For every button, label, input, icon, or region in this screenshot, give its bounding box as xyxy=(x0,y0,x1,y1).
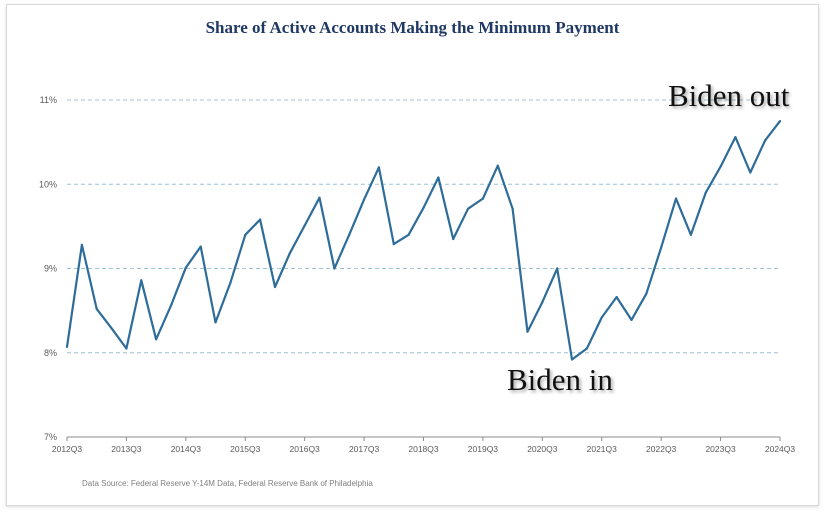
y-tick-label: 8% xyxy=(44,348,57,358)
data-point xyxy=(244,233,247,236)
y-axis-ticks: 7% 8% 9% 10% 11% xyxy=(39,95,57,442)
y-tick-label: 10% xyxy=(39,179,57,189)
data-point xyxy=(362,198,366,201)
x-tick-label: 2012Q3 xyxy=(52,444,83,454)
data-point xyxy=(570,358,574,361)
data-point xyxy=(407,233,410,236)
data-point xyxy=(65,345,69,348)
x-tick-label: 2021Q3 xyxy=(587,444,618,454)
data-point xyxy=(303,224,306,227)
data-point xyxy=(660,246,663,249)
x-tick-label: 2018Q3 xyxy=(408,444,439,454)
data-point xyxy=(377,166,381,169)
data-point xyxy=(437,176,440,179)
chart-frame xyxy=(6,4,819,506)
data-point xyxy=(199,245,202,248)
gridlines xyxy=(67,99,780,354)
data-point xyxy=(749,171,752,174)
data-point xyxy=(422,206,425,209)
data-point xyxy=(273,285,277,289)
x-tick-label: 2024Q3 xyxy=(765,444,796,454)
data-point xyxy=(392,242,395,246)
data-point xyxy=(764,139,767,142)
data-point xyxy=(318,196,321,199)
data-source-note: Data Source: Federal Reserve Y-14M Data,… xyxy=(82,479,373,488)
data-point xyxy=(155,338,158,341)
data-point xyxy=(110,327,113,330)
data-point xyxy=(466,207,470,210)
x-tick-label: 2019Q3 xyxy=(468,444,499,454)
data-point xyxy=(615,296,618,299)
data-point xyxy=(348,233,351,236)
x-axis-ticks: 2012Q3 2013Q3 2014Q3 2015Q3 2016Q3 2017Q3 2018… xyxy=(52,437,796,454)
x-tick-label: 2017Q3 xyxy=(349,444,380,454)
data-point xyxy=(689,233,692,236)
annotation-biden-in: Biden in xyxy=(507,362,613,397)
data-point xyxy=(229,281,232,284)
x-tick-label: 2020Q3 xyxy=(527,444,558,454)
data-point xyxy=(125,347,128,350)
chart-title: Share of Active Accounts Making the Mini… xyxy=(205,18,620,37)
x-tick-label: 2023Q3 xyxy=(705,444,736,454)
data-point xyxy=(645,292,648,295)
x-tick-label: 2013Q3 xyxy=(111,444,142,454)
x-tick-label: 2022Q3 xyxy=(646,444,677,454)
data-point xyxy=(556,267,559,270)
data-point xyxy=(496,164,499,167)
data-point xyxy=(704,191,707,194)
data-point xyxy=(600,316,603,319)
data-point xyxy=(452,237,455,241)
data-point xyxy=(481,197,485,200)
data-point xyxy=(526,330,529,333)
annotation-biden-out: Biden out xyxy=(668,78,790,113)
data-point xyxy=(259,218,262,221)
data-point xyxy=(95,307,98,311)
data-point xyxy=(630,318,633,321)
data-point xyxy=(511,207,514,210)
data-point xyxy=(333,267,336,270)
x-tick-label: 2014Q3 xyxy=(171,444,202,454)
data-point xyxy=(184,266,187,269)
data-point xyxy=(734,135,737,139)
data-point xyxy=(674,197,678,200)
x-tick-label: 2015Q3 xyxy=(230,444,261,454)
data-points xyxy=(65,119,782,361)
data-point xyxy=(778,119,782,123)
data-point xyxy=(541,301,544,304)
data-point xyxy=(214,321,217,324)
y-tick-label: 9% xyxy=(44,264,57,274)
data-point xyxy=(140,279,143,282)
y-tick-label: 11% xyxy=(40,95,57,105)
series-line xyxy=(65,120,781,361)
data-point xyxy=(585,347,588,350)
data-point xyxy=(80,243,83,247)
data-point xyxy=(288,252,291,255)
x-tick-label: 2016Q3 xyxy=(290,444,321,454)
data-point xyxy=(169,304,173,307)
data-point xyxy=(719,165,722,168)
y-tick-label: 7% xyxy=(44,432,57,442)
